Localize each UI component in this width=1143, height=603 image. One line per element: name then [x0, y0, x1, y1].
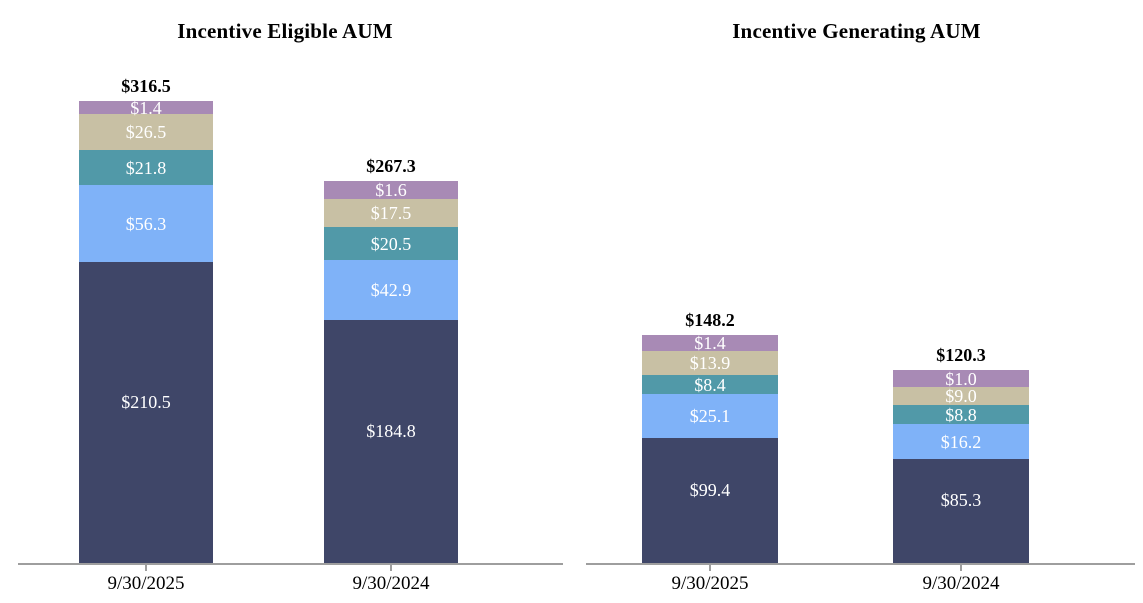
light-blue-segment: $56.3: [79, 185, 213, 262]
segment-value-label: $1.4: [694, 333, 726, 353]
chart-title: Incentive Generating AUM: [732, 19, 981, 43]
chart-title: Incentive Eligible AUM: [177, 19, 393, 43]
tan-segment: $26.5: [79, 114, 213, 150]
segment-value-label: $16.2: [940, 431, 982, 452]
segment-value-label: $8.8: [945, 404, 977, 425]
axis-tick: [709, 565, 711, 571]
dark-navy-segment: $210.5: [79, 262, 213, 563]
segment-value-label: $1.4: [130, 97, 162, 118]
purple-segment: $1.0: [893, 368, 1029, 389]
teal-segment: $21.8: [79, 150, 213, 185]
stacked-bar-9-30-2025: $1.4 $13.9 $8.4 $25.1 $99.4: [642, 333, 778, 563]
axis-tick: [145, 565, 147, 571]
chart-incentive-eligible-aum: Incentive Eligible AUM $1.4 $26.5 $21.8 $56…: [0, 0, 570, 603]
segment-value-label: $1.0: [945, 368, 977, 389]
dark-navy-segment: $99.4: [642, 438, 778, 563]
segment-value-label: $8.4: [694, 374, 726, 395]
stacked-bar-9-30-2024: $1.6 $17.5 $20.5 $42.9 $184.8: [324, 181, 458, 563]
purple-segment: $1.6: [324, 181, 458, 199]
bar-total-label: $316.5: [121, 76, 171, 96]
segment-value-label: $21.8: [125, 157, 167, 178]
purple-segment: $1.4: [642, 333, 778, 353]
x-axis-label: 9/30/2025: [671, 573, 749, 594]
tan-segment: $17.5: [324, 199, 458, 227]
segment-value-label: $56.3: [125, 213, 167, 234]
axis-tick: [390, 565, 392, 571]
teal-segment: $20.5: [324, 227, 458, 260]
segment-value-label: $184.8: [366, 420, 416, 441]
stacked-bar-9-30-2025: $1.4 $26.5 $21.8 $56.3 $210.5: [79, 97, 213, 563]
segment-value-label: $42.9: [370, 280, 412, 300]
segment-value-label: $13.9: [689, 353, 731, 373]
segment-value-label: $85.3: [940, 490, 982, 510]
segment-value-label: $210.5: [121, 391, 171, 412]
light-blue-segment: $16.2: [893, 424, 1029, 459]
bar-total-label: $267.3: [366, 156, 416, 176]
tan-segment: $13.9: [642, 351, 778, 375]
axis-tick: [960, 565, 962, 571]
plot-area: $1.4 $13.9 $8.4 $25.1 $99.4 $148.2 9/30/2025 $1…: [586, 43, 1135, 593]
bar-total-label: $120.3: [936, 345, 986, 365]
plot-area: $1.4 $26.5 $21.8 $56.3 $210.5 $316.5 9/30/2025…: [18, 43, 563, 593]
tan-segment: $9.0: [893, 387, 1029, 405]
light-blue-segment: $42.9: [324, 260, 458, 320]
teal-segment: $8.4: [642, 375, 778, 394]
segment-value-label: $25.1: [689, 406, 731, 426]
x-axis-label: 9/30/2024: [352, 573, 430, 594]
bar-total-label: $148.2: [685, 310, 735, 330]
chart-incentive-generating-aum: Incentive Generating AUM $1.4 $13.9 $8.4 $2…: [570, 0, 1143, 603]
segment-value-label: $1.6: [375, 180, 407, 200]
segment-value-label: $26.5: [125, 122, 167, 142]
x-axis-label: 9/30/2024: [922, 573, 1000, 594]
segment-value-label: $9.0: [945, 386, 977, 406]
segment-value-label: $20.5: [370, 233, 412, 254]
segment-value-label: $17.5: [370, 203, 412, 223]
dark-navy-segment: $85.3: [893, 459, 1029, 563]
teal-segment: $8.8: [893, 405, 1029, 424]
segment-value-label: $99.4: [689, 479, 731, 500]
x-axis-label: 9/30/2025: [107, 573, 185, 594]
dark-navy-segment: $184.8: [324, 320, 458, 563]
light-blue-segment: $25.1: [642, 394, 778, 438]
purple-segment: $1.4: [79, 97, 213, 118]
stacked-bar-9-30-2024: $1.0 $9.0 $8.8 $16.2 $85.3: [893, 370, 1029, 563]
